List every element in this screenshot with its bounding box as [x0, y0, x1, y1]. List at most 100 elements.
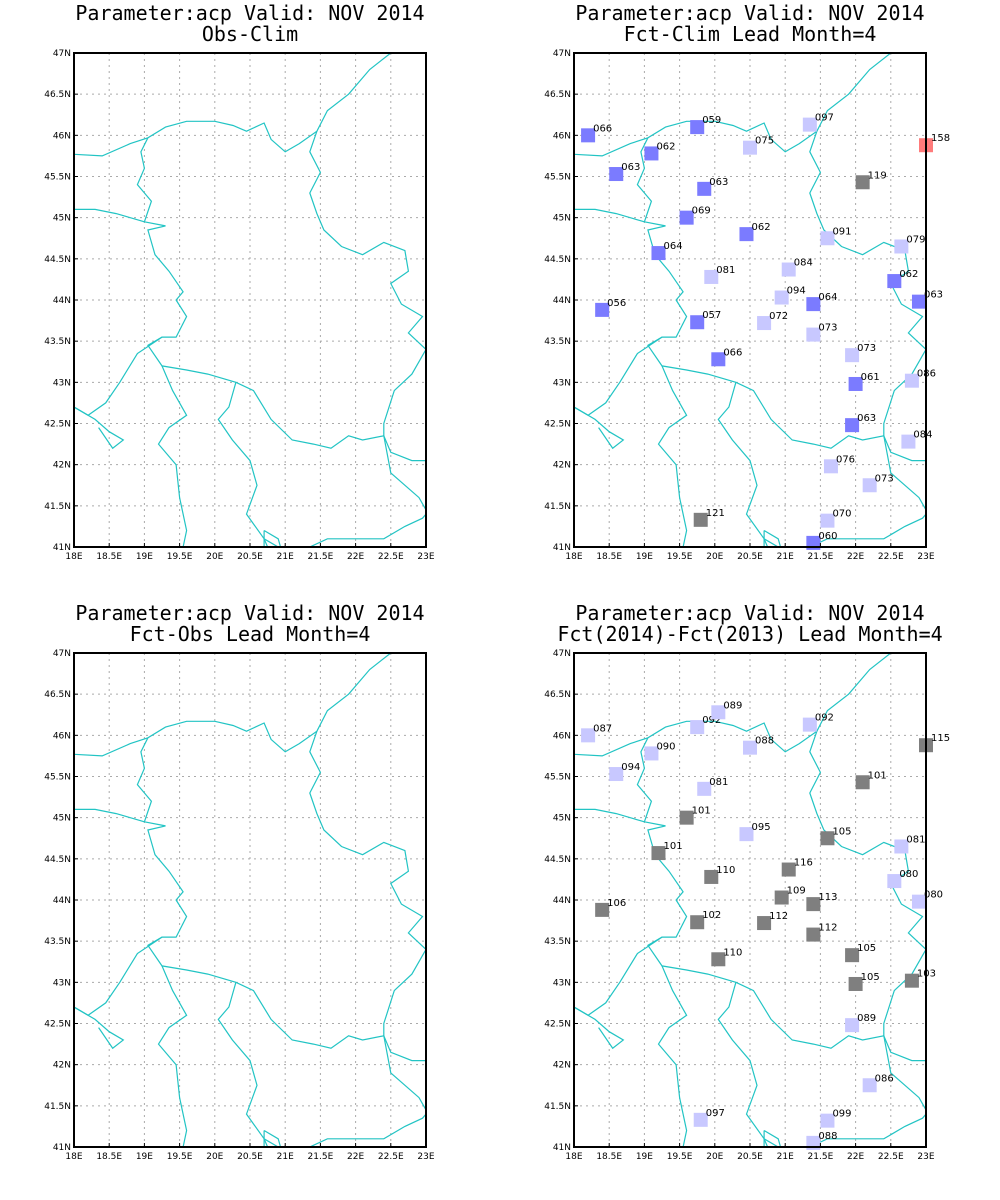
- station-marker: 105: [848, 972, 880, 991]
- station-marker: 073: [806, 323, 837, 342]
- station-value-label: 097: [815, 113, 834, 124]
- station-value-label: 063: [621, 162, 640, 173]
- station-box: [806, 927, 821, 942]
- station-box: [774, 890, 789, 905]
- station-marker: 062: [739, 222, 771, 242]
- y-tick-label: 41.5N: [544, 1102, 571, 1112]
- y-tick-label: 42.5N: [44, 1020, 71, 1030]
- station-marker: 090: [644, 741, 676, 761]
- station-value-label: 069: [692, 206, 711, 217]
- station-value-label: 102: [702, 910, 721, 921]
- station-marker: 061: [848, 372, 880, 391]
- x-tick-label: 19E: [636, 552, 653, 562]
- station-marker: 076: [823, 454, 855, 474]
- station-marker: 113: [806, 892, 837, 912]
- station-marker: 056: [595, 298, 626, 317]
- y-tick-label: 42.5N: [544, 420, 571, 430]
- station-marker: 110: [704, 865, 735, 884]
- gridlines: [574, 653, 926, 1147]
- x-tick-label: 23E: [917, 552, 934, 562]
- station-marker: 080: [887, 869, 918, 889]
- panel-title-line1: Parameter:acp Valid: NOV 2014: [575, 601, 925, 625]
- station-value-label: 089: [857, 1013, 876, 1024]
- station-value-label: 095: [751, 822, 770, 833]
- x-tick-label: 20.5E: [237, 1152, 263, 1162]
- country-borders: [574, 53, 926, 547]
- station-box: [862, 478, 877, 493]
- station-marker: 101: [651, 841, 683, 861]
- station-box: [911, 294, 926, 309]
- station-box: [739, 227, 754, 242]
- map-plot: 18E 18.5E 19E 19.5E 20E 20.5E 21E 21.5E 22E 22.5E…: [44, 49, 435, 562]
- station-value-label: 116: [794, 858, 813, 869]
- station-value-label: 088: [818, 1131, 837, 1142]
- map-panel-fct-clim: Parameter:acp Valid: NOV 2014 Fct-Clim L…: [500, 0, 1000, 600]
- station-value-label: 064: [818, 292, 837, 303]
- y-tick-label: 46N: [553, 731, 571, 741]
- station-marker: 158: [919, 133, 950, 153]
- station-marker: 110: [711, 947, 742, 967]
- y-tick-label: 46.5N: [44, 90, 71, 100]
- station-box: [704, 869, 719, 884]
- station-marker: 105: [845, 943, 876, 963]
- station-box: [823, 459, 838, 474]
- y-tick-label: 42.5N: [44, 420, 71, 430]
- station-box: [848, 976, 863, 991]
- y-tick-label: 43N: [53, 978, 71, 988]
- station-value-label: 076: [836, 454, 855, 465]
- station-marker: 086: [904, 369, 936, 388]
- station-marker: 070: [820, 509, 852, 528]
- x-tick-label: 22E: [847, 552, 864, 562]
- x-tick-label: 18.5E: [596, 1152, 622, 1162]
- station-marker: 097: [802, 113, 834, 132]
- station-marker: 088: [743, 736, 774, 755]
- y-tick-label: 46.5N: [544, 690, 571, 700]
- station-box: [806, 897, 821, 912]
- station-marker: 109: [774, 886, 806, 905]
- panel-title-line2: Fct-Obs Lead Month=4: [129, 622, 371, 646]
- station-box: [704, 269, 719, 284]
- y-tick-label: 46.5N: [44, 690, 71, 700]
- station-value-label: 080: [924, 890, 943, 901]
- y-tick-label: 42N: [53, 1061, 71, 1071]
- station-value-label: 110: [723, 947, 742, 958]
- panel-title-line1: Parameter:acp Valid: NOV 2014: [75, 601, 425, 625]
- station-marker: 099: [820, 1109, 852, 1128]
- station-value-label: 101: [692, 806, 711, 817]
- panel-title-line2: Fct(2014)-Fct(2013) Lead Month=4: [557, 622, 943, 646]
- y-tick-label: 46N: [53, 131, 71, 141]
- station-value-label: 109: [787, 886, 806, 897]
- x-tick-label: 18.5E: [96, 1152, 122, 1162]
- station-marker: 057: [690, 310, 721, 330]
- station-value-label: 112: [769, 911, 788, 922]
- station-box: [697, 181, 712, 196]
- x-tick-label: 21E: [277, 552, 294, 562]
- y-tick-label: 45.5N: [544, 173, 571, 183]
- station-value-label: 066: [723, 347, 742, 358]
- station-value-label: 106: [607, 898, 626, 909]
- x-tick-label: 21E: [777, 1152, 794, 1162]
- x-tick-label: 21.5E: [308, 552, 334, 562]
- station-value-label: 063: [709, 177, 728, 188]
- station-value-label: 115: [931, 733, 950, 744]
- station-marker: 086: [862, 1073, 894, 1093]
- station-value-label: 088: [755, 736, 774, 747]
- station-value-label: 084: [794, 258, 813, 269]
- map-plot: 066 059 097 158 062 075 063 119 063 069 062 091 079 0…: [544, 49, 950, 562]
- station-value-label: 091: [832, 226, 851, 237]
- y-tick-label: 46N: [53, 731, 71, 741]
- station-marker: 087: [581, 723, 612, 743]
- station-marker: 119: [855, 170, 887, 190]
- x-tick-label: 19.5E: [167, 1152, 193, 1162]
- station-box: [690, 720, 705, 735]
- y-tick-label: 43N: [553, 978, 571, 988]
- gridlines: [74, 53, 426, 547]
- map-panel-obs-clim: Parameter:acp Valid: NOV 2014 Obs-Clim 1…: [0, 0, 500, 600]
- y-tick-label: 45.5N: [44, 173, 71, 183]
- station-value-label: 113: [818, 892, 837, 903]
- station-value-label: 059: [702, 115, 721, 126]
- station-box: [651, 846, 666, 861]
- station-value-label: 097: [706, 1108, 725, 1119]
- station-marker: 075: [743, 136, 774, 155]
- x-tick-label: 20E: [206, 552, 223, 562]
